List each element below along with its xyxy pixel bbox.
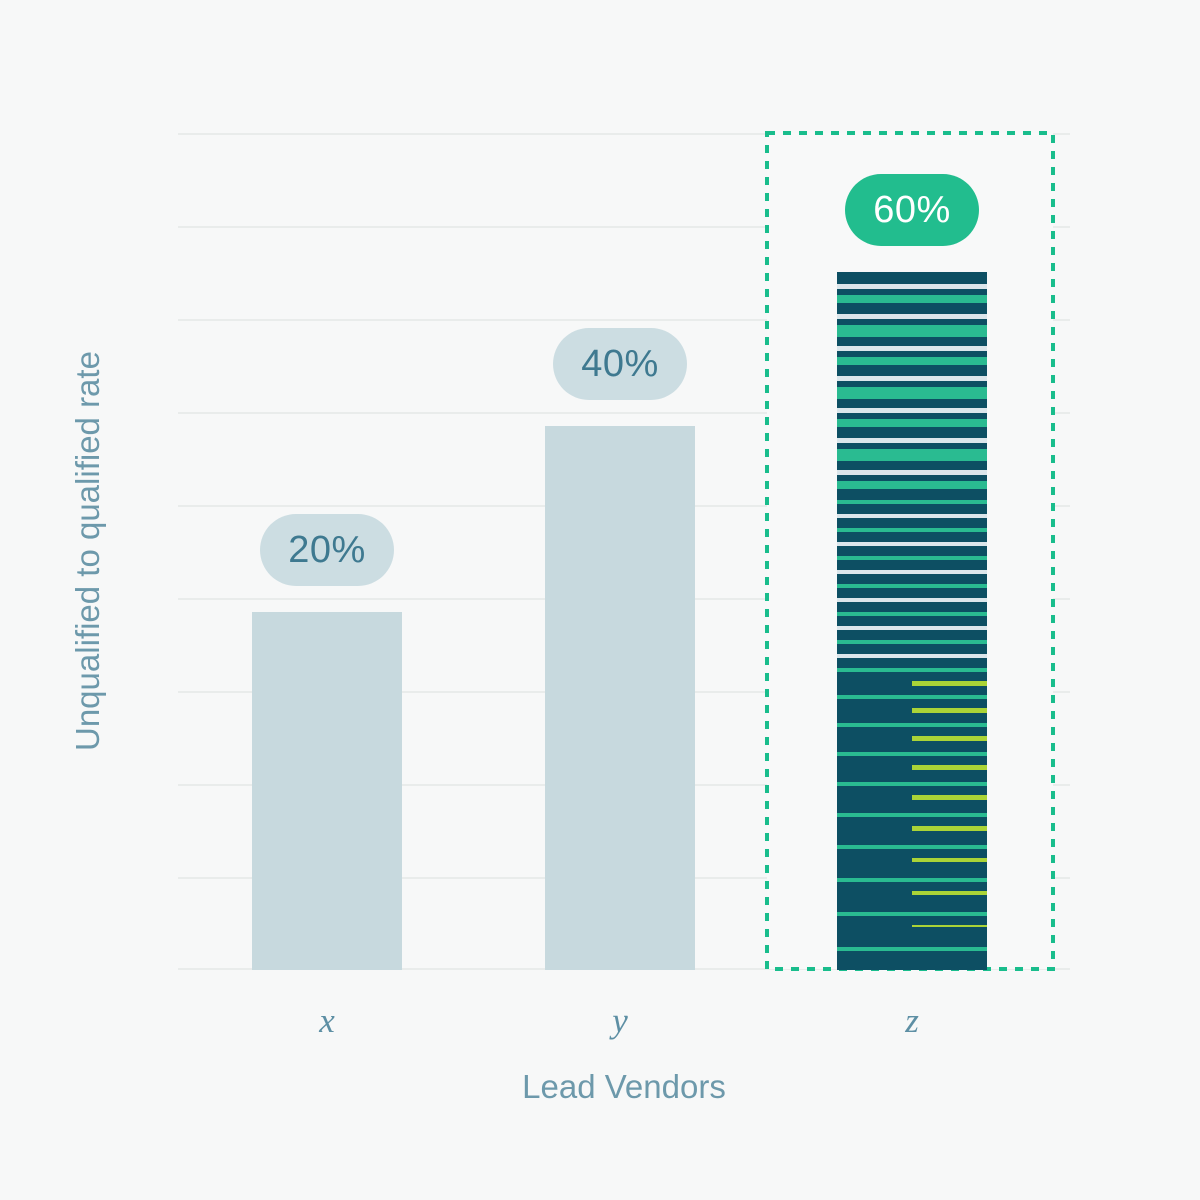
category-label-z: z <box>905 1001 919 1040</box>
bar-z-highlighted <box>837 272 987 970</box>
category-label-x: x <box>319 1001 335 1040</box>
value-badge-x-label: 20% <box>288 528 366 571</box>
value-badge-y-label: 40% <box>581 342 659 385</box>
x-axis-title: Lead Vendors <box>522 1068 726 1105</box>
value-badge-z-label: 60% <box>873 188 951 231</box>
bar-x <box>252 612 402 970</box>
plot-area: 20% 40% 60% <box>178 131 1070 971</box>
value-badge-z-highlighted: 60% <box>845 174 979 246</box>
value-badge-x: 20% <box>260 514 394 586</box>
bar-y <box>545 426 695 970</box>
category-label-y: y <box>612 1001 628 1040</box>
y-axis-title: Unqualified to qualified rate <box>69 351 106 752</box>
value-badge-y: 40% <box>553 328 687 400</box>
